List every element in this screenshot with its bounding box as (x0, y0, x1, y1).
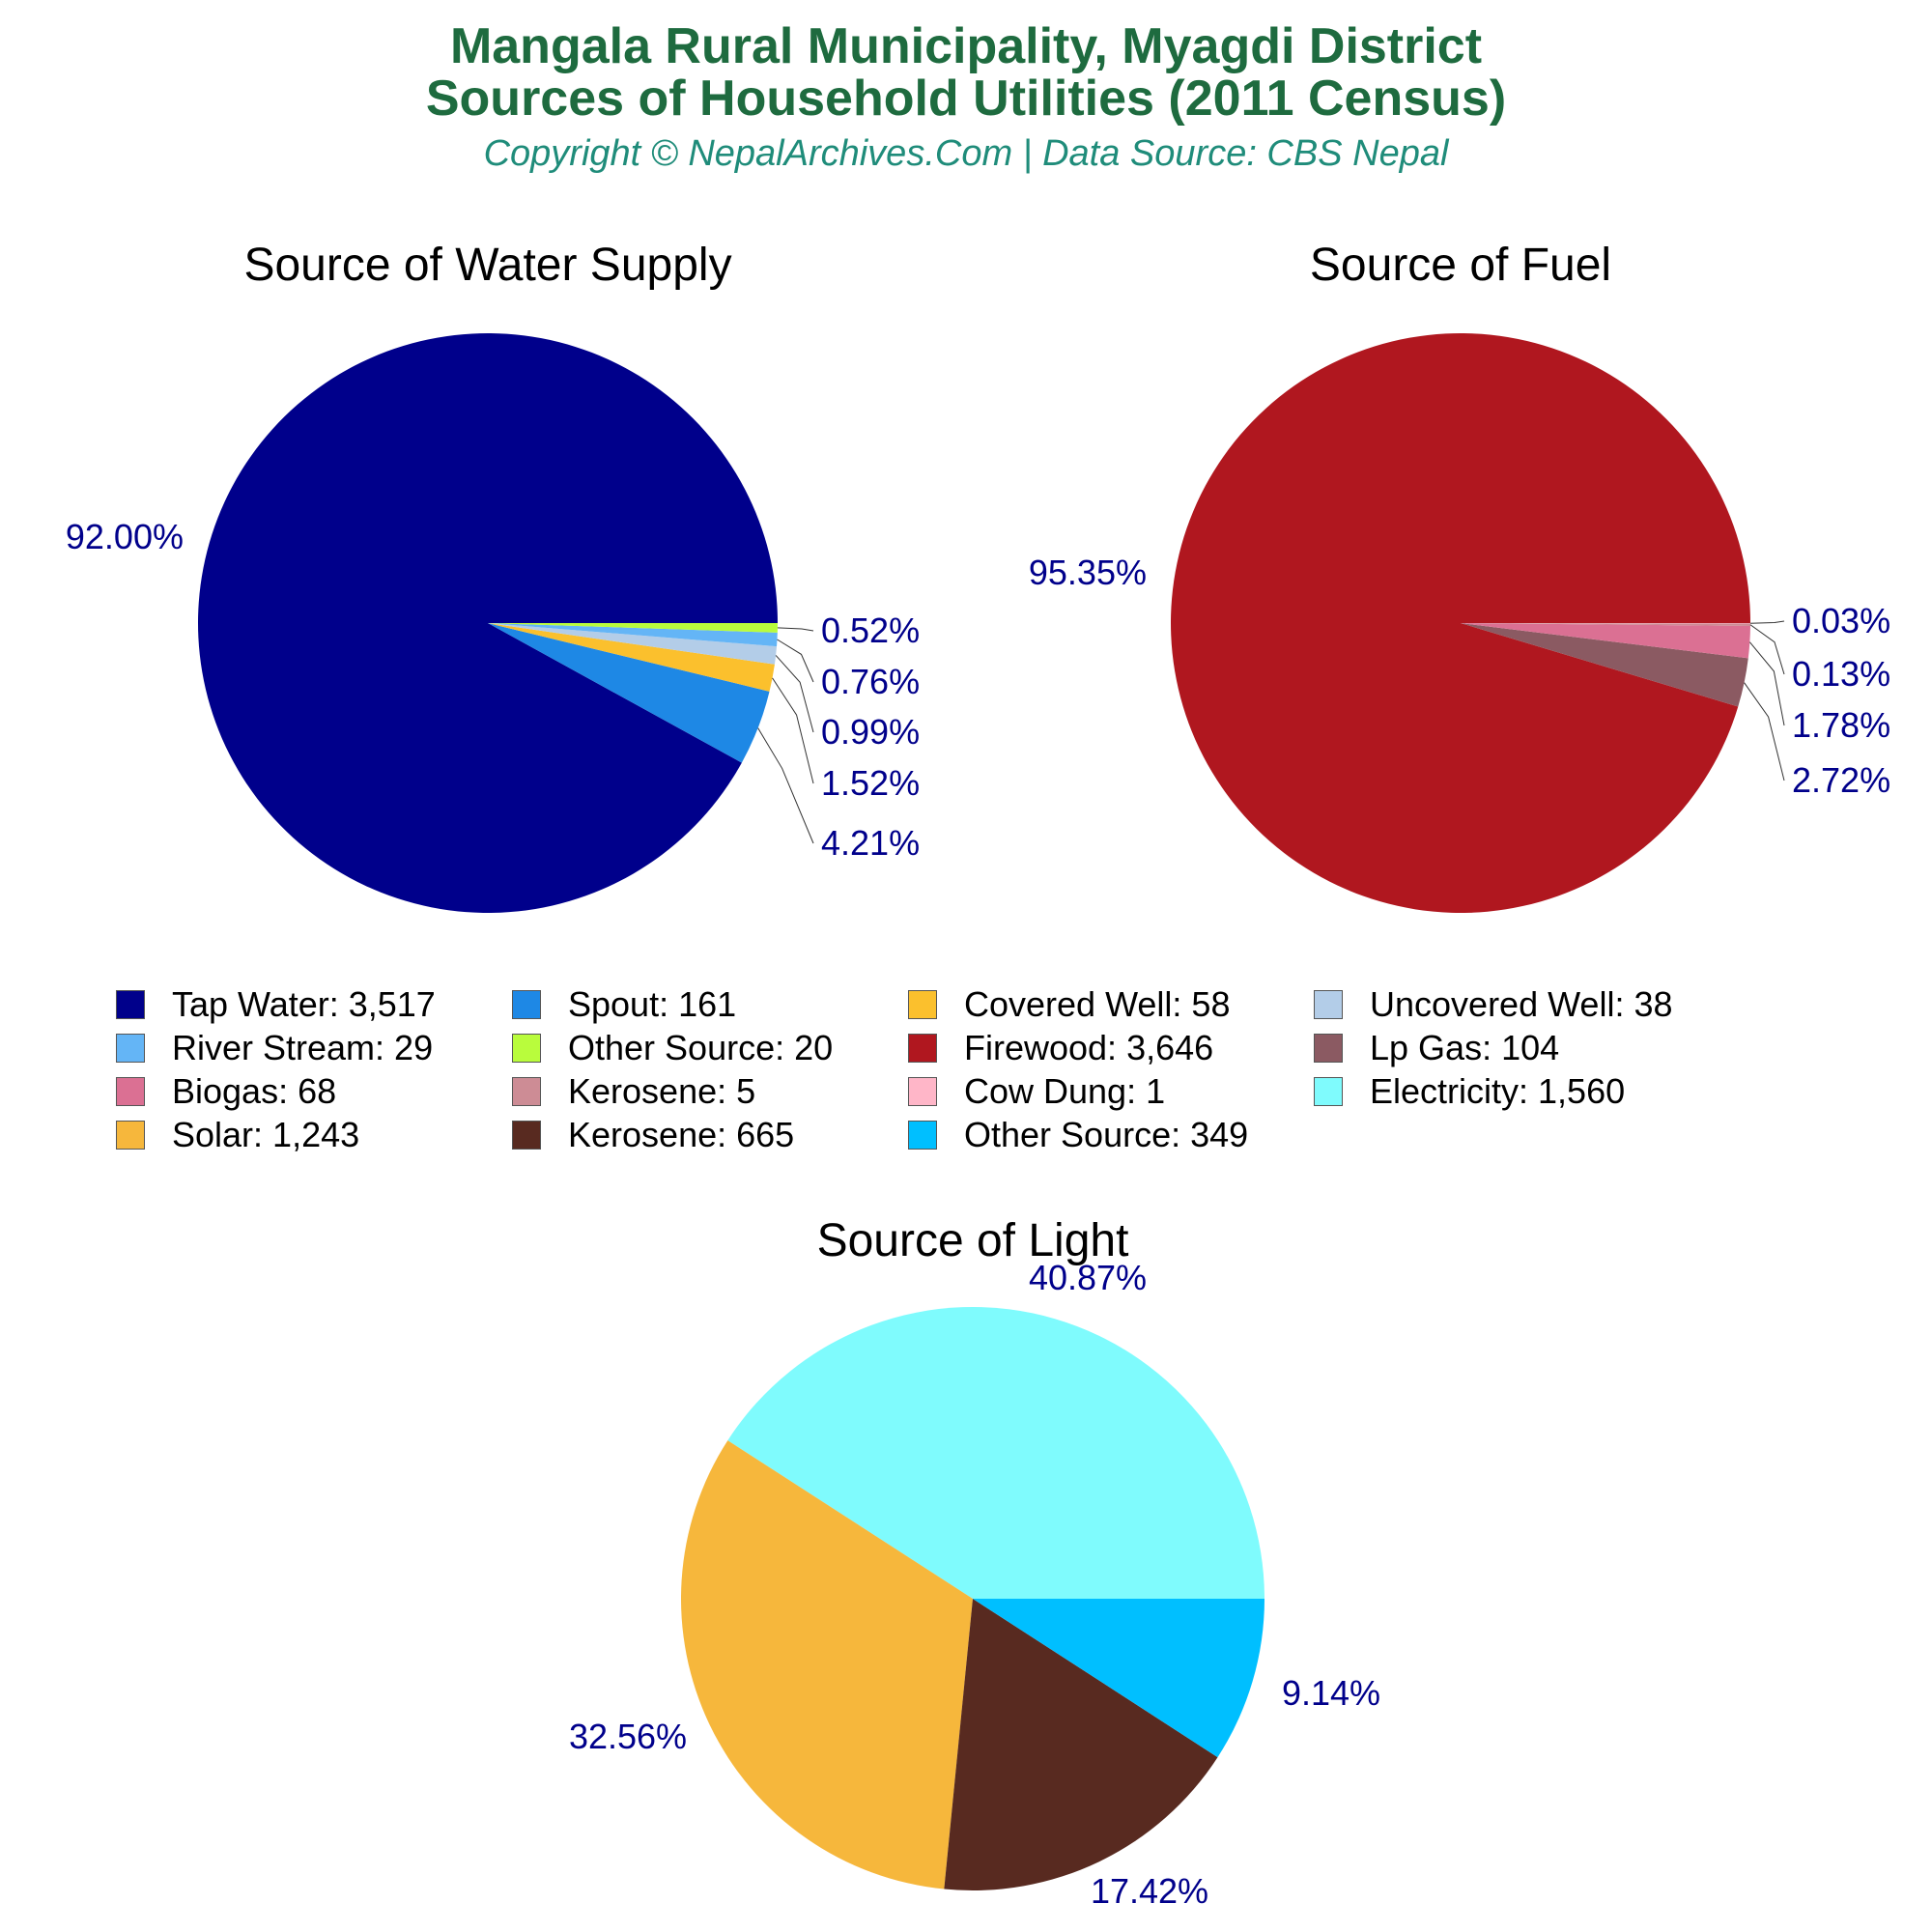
legend-swatch (116, 990, 145, 1019)
pie-slice (1461, 623, 1750, 659)
legend-swatch (1314, 1034, 1343, 1063)
slice-percent-label: 0.13% (1792, 654, 1890, 694)
slice-percent-label: 32.56% (569, 1717, 687, 1756)
legend-item: Kerosene: 665 (512, 1115, 795, 1154)
pie-slice (944, 1599, 1218, 1890)
legend-item: Biogas: 68 (116, 1071, 337, 1111)
slice-percent-label: 1.52% (821, 763, 920, 803)
legend-swatch (116, 1121, 145, 1150)
pie-slice (488, 623, 775, 692)
slice-leader-line (757, 727, 814, 844)
legend-swatch (908, 990, 937, 1019)
legend-swatch (512, 1077, 541, 1106)
slice-percent-label: 40.87% (1029, 1258, 1147, 1297)
legend-item: Uncovered Well: 38 (1314, 984, 1673, 1024)
legend-item: Electricity: 1,560 (1314, 1071, 1626, 1111)
slice-percent-label: 9.14% (1282, 1673, 1380, 1713)
slice-percent-label: 0.52% (821, 611, 920, 650)
pie-slice (1461, 623, 1750, 626)
legend-item: Other Source: 20 (512, 1028, 834, 1067)
legend-label: Other Source: 20 (568, 1028, 834, 1067)
slice-percent-label: 0.99% (821, 712, 920, 752)
legend-label: Electricity: 1,560 (1370, 1071, 1626, 1111)
legend-label: Tap Water: 3,517 (172, 984, 436, 1024)
legend-label: Biogas: 68 (172, 1071, 337, 1111)
slice-leader-line (775, 655, 814, 733)
chart-title-line-1: Mangala Rural Municipality, Myagdi Distr… (449, 18, 1483, 74)
slice-leader-line (1748, 641, 1785, 726)
legend-swatch (908, 1121, 937, 1150)
legend-swatch (1314, 990, 1343, 1019)
legend-label: Spout: 161 (568, 984, 737, 1024)
pie-slice (488, 623, 778, 665)
legend-label: Firewood: 3,646 (964, 1028, 1214, 1067)
slice-percent-label: 2.72% (1792, 760, 1890, 800)
pie-title: Source of Water Supply (243, 240, 731, 291)
slice-leader-line (1744, 682, 1785, 781)
legend-label: Kerosene: 665 (568, 1115, 795, 1154)
legend-item: Cow Dung: 1 (908, 1071, 1166, 1111)
slice-leader-line (777, 639, 814, 683)
pie-slice (488, 623, 778, 647)
pie-slice (488, 623, 770, 763)
legend-item: Kerosene: 5 (512, 1071, 756, 1111)
pie-title: Source of Light (817, 1215, 1129, 1266)
pie-slice (681, 1440, 973, 1889)
pie-slice (1170, 333, 1750, 914)
pie-title: Source of Fuel (1310, 240, 1611, 291)
legend-label: Cow Dung: 1 (964, 1071, 1166, 1111)
pie-slice (488, 623, 778, 633)
legend-item: Other Source: 349 (908, 1115, 1249, 1154)
legend-label: Covered Well: 58 (964, 984, 1231, 1024)
slice-percent-label: 1.78% (1792, 705, 1890, 745)
pie-slice (973, 1599, 1264, 1758)
legend-swatch (512, 1034, 541, 1063)
slice-percent-label: 95.35% (1029, 553, 1147, 592)
slice-percent-label: 0.76% (821, 662, 920, 701)
legend-label: Lp Gas: 104 (1370, 1028, 1560, 1067)
legend-item: Tap Water: 3,517 (116, 984, 436, 1024)
legend-item: Firewood: 3,646 (908, 1028, 1214, 1067)
slice-percent-label: 17.42% (1091, 1871, 1208, 1911)
legend-swatch (908, 1077, 937, 1106)
slice-leader-line (1749, 620, 1785, 624)
pie-chart: Source of Fuel 95.35% 2.72% 1.78% 0.13% 0.03% (1029, 240, 1890, 914)
legend-swatch (512, 990, 541, 1019)
pie-slice (1461, 623, 1748, 707)
slice-leader-line (777, 627, 814, 632)
slice-leader-line (772, 677, 814, 784)
legend-swatch (116, 1034, 145, 1063)
legend-label: Kerosene: 5 (568, 1071, 756, 1111)
legend-label: River Stream: 29 (172, 1028, 434, 1067)
slice-leader-line (1749, 624, 1785, 675)
legend-item: Lp Gas: 104 (1314, 1028, 1560, 1067)
legend-item: Covered Well: 58 (908, 984, 1231, 1024)
slice-percent-label: 4.21% (821, 823, 920, 863)
legend-label: Uncovered Well: 38 (1370, 984, 1673, 1024)
legend-item: Solar: 1,243 (116, 1115, 360, 1154)
legend-label: Other Source: 349 (964, 1115, 1249, 1154)
legend-item: River Stream: 29 (116, 1028, 434, 1067)
legend-swatch (908, 1034, 937, 1063)
chart-subtitle: Copyright © NepalArchives.Com | Data Sou… (483, 133, 1449, 174)
legend-swatch (1314, 1077, 1343, 1106)
legend-swatch (512, 1121, 541, 1150)
slice-percent-label: 92.00% (66, 517, 184, 556)
legend-label: Solar: 1,243 (172, 1115, 360, 1154)
pie-chart: Source of Water Supply 92.00% 4.21% 1.52% 0.… (66, 240, 920, 913)
chart-title-line-2: Sources of Household Utilities (2011 Cen… (425, 71, 1507, 127)
slice-percent-label: 0.03% (1792, 601, 1890, 640)
legend-item: Spout: 161 (512, 984, 737, 1024)
legend-swatch (116, 1077, 145, 1106)
pie-slice (727, 1307, 1264, 1599)
